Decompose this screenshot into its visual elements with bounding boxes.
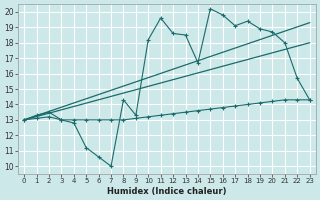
X-axis label: Humidex (Indice chaleur): Humidex (Indice chaleur) xyxy=(107,187,227,196)
